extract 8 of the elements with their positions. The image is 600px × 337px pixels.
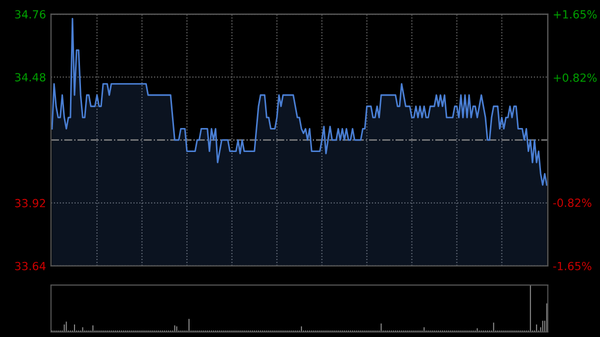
y2-tick-label: +1.65%: [554, 10, 597, 19]
y-tick-label: 33.92: [15, 198, 46, 208]
y-tick-label: 33.64: [15, 262, 46, 270]
y2-tick-label: -0.82%: [553, 198, 592, 207]
y-tick-label: 34.76: [15, 10, 46, 19]
y2-tick-label: -1.65%: [553, 262, 592, 270]
y-tick-label: 34.48: [15, 73, 46, 82]
y2-tick-label: +0.82%: [554, 73, 597, 82]
